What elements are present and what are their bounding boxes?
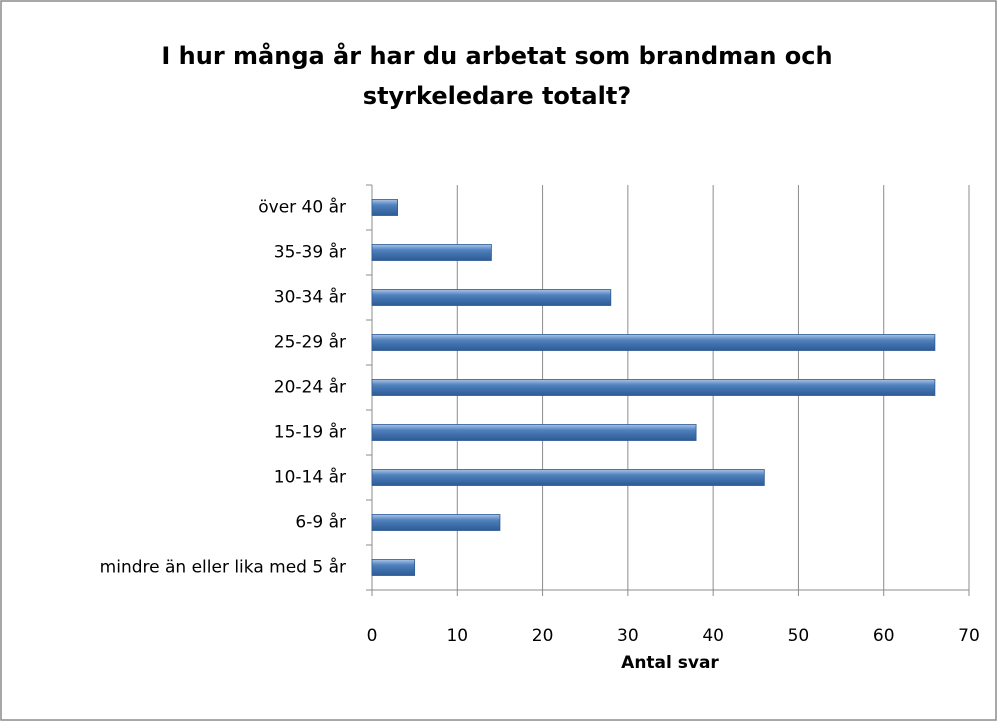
bar xyxy=(371,199,398,216)
y-tick-label: 20-24 år xyxy=(274,377,346,398)
y-tick-label: 15-19 år xyxy=(274,422,346,443)
x-tick-label: 20 xyxy=(532,626,554,646)
x-tick-label: 50 xyxy=(788,626,810,646)
bar xyxy=(371,334,936,351)
y-tick-label: 6-9 år xyxy=(295,512,346,533)
y-tick-label: 35-39 år xyxy=(274,242,346,263)
y-tick-label: 10-14 år xyxy=(274,467,346,488)
chart-title: styrkeledare totalt? xyxy=(363,82,631,110)
x-tick-label: 0 xyxy=(367,626,378,646)
y-tick-label: över 40 år xyxy=(258,197,346,218)
x-tick-label: 10 xyxy=(446,626,468,646)
x-tick-label: 40 xyxy=(702,626,724,646)
y-tick-label: mindre än eller lika med 5 år xyxy=(100,557,346,578)
bar xyxy=(371,289,612,306)
x-tick-label: 60 xyxy=(873,626,895,646)
chart-title: I hur många år har du arbetat som brandm… xyxy=(161,41,832,70)
x-tick-label: 30 xyxy=(617,626,639,646)
bar xyxy=(371,244,492,261)
y-tick-label: 30-34 år xyxy=(274,287,346,308)
x-axis-label: Antal svar xyxy=(621,653,719,673)
x-tick-label: 70 xyxy=(958,626,980,646)
bar xyxy=(371,469,765,486)
bar xyxy=(371,424,697,441)
bar xyxy=(371,379,936,396)
bar xyxy=(371,514,501,531)
y-tick-label: 25-29 år xyxy=(274,332,346,353)
bar xyxy=(371,559,416,576)
